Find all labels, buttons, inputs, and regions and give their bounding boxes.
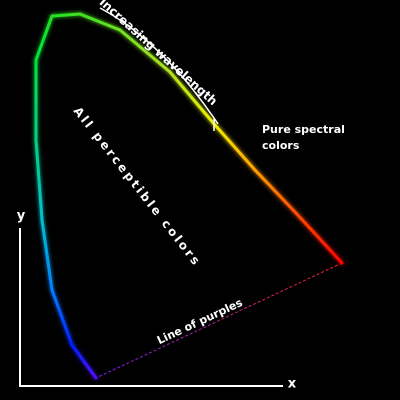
locus-segment — [213, 123, 257, 172]
x-axis-label: x — [288, 377, 297, 392]
spectral-locus — [34, 12, 344, 380]
line-of-purples — [95, 262, 343, 379]
locus-segment — [34, 14, 54, 62]
locus-segment — [50, 288, 74, 347]
locus-segment — [118, 28, 172, 74]
spectral-label: colors — [262, 139, 300, 152]
wavelength-arrow — [99, 7, 219, 131]
locus-segment — [40, 218, 54, 292]
locus-segment — [50, 12, 82, 18]
locus-segment — [253, 168, 297, 214]
locus-segment — [78, 12, 122, 32]
locus-segment — [293, 210, 344, 265]
spectral-label: Pure spectral — [262, 123, 345, 136]
locus-segment — [70, 343, 98, 380]
locus-segment — [168, 70, 217, 127]
locus-segment — [34, 138, 44, 222]
y-axis-label: y — [17, 209, 26, 224]
